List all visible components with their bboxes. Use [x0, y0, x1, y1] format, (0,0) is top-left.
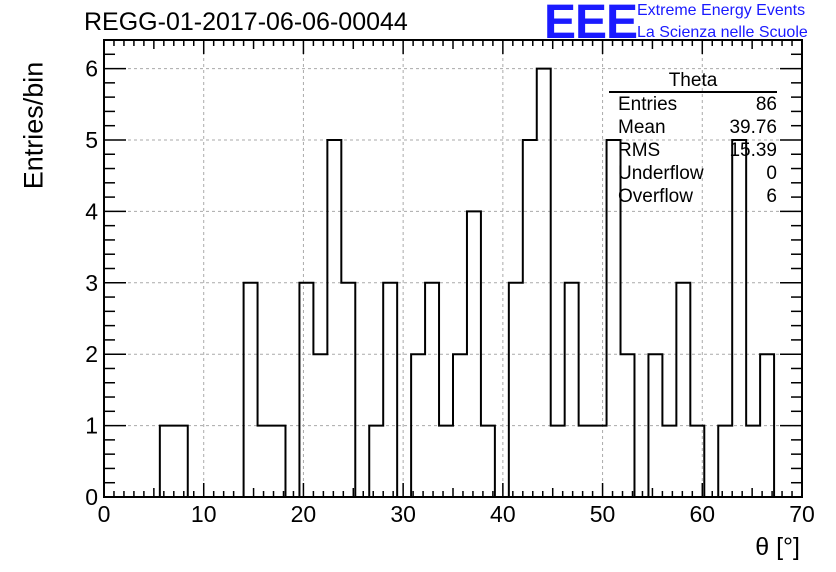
stats-label: Underflow — [618, 163, 704, 184]
x-tick-label: 10 — [191, 501, 217, 527]
stats-box: Theta Entries 86 Mean 39.76 RMS 15.39 Un… — [609, 70, 777, 208]
logo-caption-line1: Extreme Energy Events — [637, 2, 806, 19]
stats-label: Entries — [618, 94, 678, 115]
stats-label: Mean — [618, 117, 666, 138]
y-tick-label: 5 — [85, 127, 98, 153]
y-tick-label: 0 — [85, 484, 98, 510]
stats-row-mean: Mean 39.76 — [609, 116, 777, 139]
stats-value: 15.39 — [729, 140, 777, 161]
histogram-step-line — [158, 67, 776, 498]
y-tick-label: 6 — [85, 56, 98, 82]
x-tick-label: 60 — [689, 501, 715, 527]
stats-row-underflow: Underflow 0 — [609, 162, 777, 185]
stats-value: 6 — [766, 186, 777, 207]
stats-label: RMS — [618, 140, 661, 161]
stats-label: Overflow — [618, 186, 693, 207]
x-tick-label: 20 — [291, 501, 317, 527]
y-tick-label: 1 — [85, 413, 98, 439]
x-tick-label: 40 — [490, 501, 516, 527]
logo-caption-line2: La Scienza nelle Scuole — [637, 24, 808, 41]
x-axis-label: θ [°] — [755, 533, 800, 561]
stats-value: 0 — [766, 163, 777, 184]
x-tick-label: 0 — [98, 501, 111, 527]
x-tick-label: 50 — [590, 501, 616, 527]
stats-value: 86 — [755, 94, 777, 115]
stats-title: Theta — [609, 70, 777, 93]
eee-logo: EEE — [544, 0, 638, 49]
stats-row-entries: Entries 86 — [609, 93, 777, 116]
x-tick-label: 70 — [789, 501, 815, 527]
axis-ticks — [103, 39, 803, 498]
y-tick-label: 2 — [85, 341, 98, 367]
y-tick-label: 3 — [85, 270, 98, 296]
x-tick-label: 30 — [390, 501, 416, 527]
stats-row-overflow: Overflow 6 — [609, 185, 777, 208]
stats-value: 39.76 — [729, 117, 777, 138]
stats-row-rms: RMS 15.39 — [609, 139, 777, 162]
plot-title: REGG-01-2017-06-06-00044 — [84, 8, 408, 36]
y-axis-label: Entries/bin — [18, 61, 49, 190]
y-tick-label: 4 — [85, 198, 98, 224]
